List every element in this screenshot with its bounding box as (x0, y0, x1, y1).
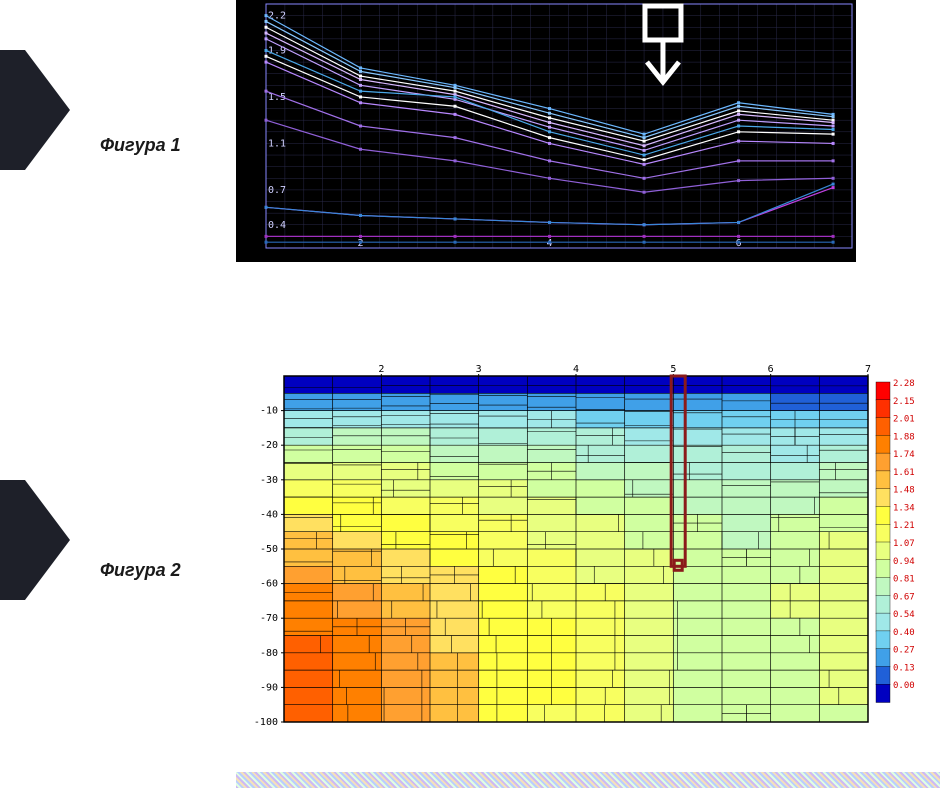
figure-1-label: Фигура 1 (100, 135, 181, 156)
svg-text:-90: -90 (260, 682, 278, 693)
figure-2-label: Фигура 2 (100, 560, 181, 581)
svg-text:6: 6 (768, 364, 774, 375)
svg-text:1.88: 1.88 (893, 432, 915, 442)
svg-text:1.48: 1.48 (893, 486, 915, 496)
figure-arrow-1 (0, 50, 70, 170)
svg-text:-80: -80 (260, 648, 278, 659)
svg-text:0.4: 0.4 (268, 220, 286, 231)
svg-text:-50: -50 (260, 544, 278, 555)
svg-text:0.27: 0.27 (893, 646, 915, 656)
svg-text:7: 7 (865, 364, 871, 375)
arrow-poly (0, 50, 70, 170)
svg-text:4: 4 (573, 364, 579, 375)
svg-text:-60: -60 (260, 579, 278, 590)
svg-text:0.40: 0.40 (893, 628, 915, 638)
svg-text:0.00: 0.00 (893, 681, 915, 691)
svg-text:-70: -70 (260, 613, 278, 624)
svg-text:2.01: 2.01 (893, 415, 915, 425)
svg-text:0.67: 0.67 (893, 592, 915, 602)
arrow-poly (0, 480, 70, 600)
svg-text:0.13: 0.13 (893, 663, 915, 673)
svg-text:2.28: 2.28 (893, 379, 915, 389)
contour-chart: 2 3 4 5 6 7 -10 -20 -30 -40 -50 -60 -70 -80 -90 -100 2.… (236, 358, 916, 728)
svg-text:2.2: 2.2 (268, 11, 286, 22)
svg-text:1.34: 1.34 (893, 503, 915, 513)
svg-text:0.94: 0.94 (893, 557, 915, 567)
noise-strip (236, 772, 940, 788)
svg-text:-20: -20 (260, 440, 278, 451)
svg-text:3: 3 (476, 364, 482, 375)
svg-text:-100: -100 (254, 717, 278, 728)
svg-text:5: 5 (670, 364, 676, 375)
svg-text:1.1: 1.1 (268, 138, 286, 149)
svg-text:0.81: 0.81 (893, 575, 915, 585)
svg-text:0.54: 0.54 (893, 610, 915, 620)
svg-text:0.7: 0.7 (268, 185, 286, 196)
line-chart: 0.40.71.11.51.92.2246 (236, 0, 856, 262)
svg-text:1.61: 1.61 (893, 468, 915, 478)
svg-text:1.74: 1.74 (893, 450, 915, 460)
svg-text:-30: -30 (260, 475, 278, 486)
svg-text:1.21: 1.21 (893, 521, 915, 531)
svg-text:-10: -10 (260, 406, 278, 417)
svg-text:1.07: 1.07 (893, 539, 915, 549)
svg-text:2: 2 (378, 364, 384, 375)
figure-arrow-2 (0, 480, 70, 600)
svg-text:-40: -40 (260, 509, 278, 520)
svg-text:2.15: 2.15 (893, 397, 915, 407)
